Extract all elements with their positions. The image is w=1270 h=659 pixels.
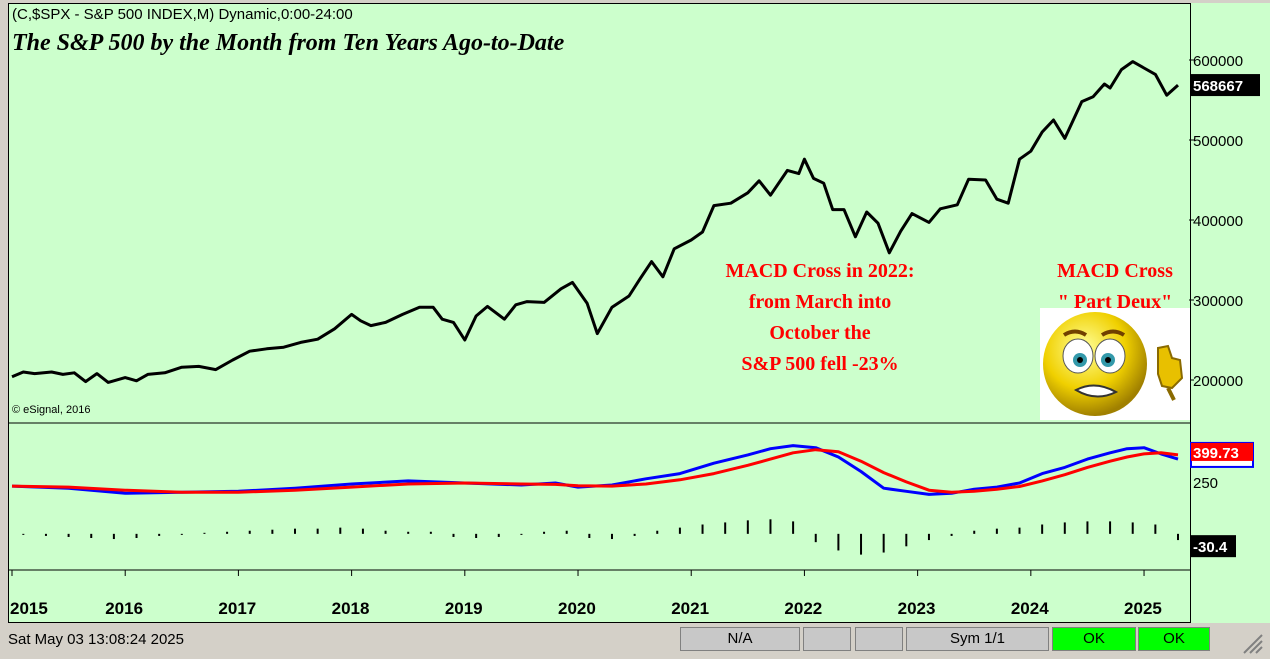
signal-line bbox=[11, 448, 1179, 494]
status-ok-cell: OK bbox=[1138, 627, 1210, 651]
status-empty-cell bbox=[803, 627, 851, 651]
y-tick-label: 600000 bbox=[1193, 53, 1243, 70]
annotation-line: from March into bbox=[748, 291, 892, 313]
signal-value-box bbox=[1191, 442, 1253, 461]
annotation-line: " Part Deux" bbox=[1057, 291, 1173, 313]
y-tick-label: 500000 bbox=[1193, 133, 1243, 150]
x-tick-label: 2017 bbox=[218, 599, 256, 618]
x-tick-label: 2018 bbox=[332, 599, 370, 618]
x-tick-label: 2019 bbox=[445, 599, 483, 618]
y-tick-label: 200000 bbox=[1193, 373, 1243, 390]
y-tick-label: 300000 bbox=[1193, 293, 1243, 310]
x-tick-label: 2020 bbox=[558, 599, 596, 618]
x-tick-label: 2021 bbox=[671, 599, 709, 618]
last-value-box bbox=[1191, 74, 1260, 97]
worried-emoji-thumbs-down-icon bbox=[1040, 308, 1190, 420]
status-datetime: Sat May 03 13:08:24 2025 bbox=[8, 631, 184, 648]
macd-line bbox=[11, 444, 1179, 496]
chart-title: The S&P 500 by the Month from Ten Years … bbox=[12, 30, 565, 56]
macd-2022-annotation: MACD Cross in 2022: from March into Octo… bbox=[690, 256, 950, 380]
histogram-value-label: -30.4 bbox=[1193, 539, 1228, 556]
x-tick-label: 2024 bbox=[1011, 599, 1049, 618]
resize-grip-icon[interactable] bbox=[1238, 629, 1264, 655]
x-tick-label: 2016 bbox=[105, 599, 143, 618]
status-bar: Sat May 03 13:08:24 2025 N/A Sym 1/1 OK … bbox=[0, 623, 1270, 659]
status-na-cell: N/A bbox=[680, 627, 800, 651]
histogram-value-box bbox=[1191, 535, 1236, 558]
x-tick-label: 2022 bbox=[784, 599, 822, 618]
last-value-label: 568667 bbox=[1193, 78, 1243, 95]
status-empty-cell bbox=[855, 627, 903, 651]
part-deux-annotation: MACD Cross " Part Deux" bbox=[1030, 256, 1200, 318]
y-tick-label: 400000 bbox=[1193, 213, 1243, 230]
x-tick-label: 2023 bbox=[898, 599, 936, 618]
status-ok-cell: OK bbox=[1052, 627, 1136, 651]
symbol-header: (C,$SPX - S&P 500 INDEX,M) Dynamic,0:00-… bbox=[12, 6, 353, 23]
annotation-line: S&P 500 fell -23% bbox=[741, 353, 899, 375]
plot-area bbox=[8, 3, 1191, 623]
x-tick-label: 2025 bbox=[1124, 599, 1162, 618]
annotation-line: October the bbox=[769, 322, 871, 344]
copyright: © eSignal, 2016 bbox=[12, 404, 91, 416]
status-sym-cell[interactable]: Sym 1/1 bbox=[906, 627, 1049, 651]
signal-value-label: 399.73 bbox=[1193, 445, 1239, 462]
chart-svg: 200000 300000 400000 500000 600000 568667 250 3… bbox=[8, 53, 1260, 618]
x-tick-label: 2015 bbox=[10, 599, 48, 618]
price-series-line bbox=[11, 60, 1179, 384]
right-axis-area bbox=[1191, 3, 1270, 623]
annotation-line: MACD Cross in 2022: bbox=[725, 260, 915, 282]
macd-y-tick-label: 250 bbox=[1193, 475, 1218, 492]
annotation-line: MACD Cross bbox=[1057, 260, 1173, 282]
